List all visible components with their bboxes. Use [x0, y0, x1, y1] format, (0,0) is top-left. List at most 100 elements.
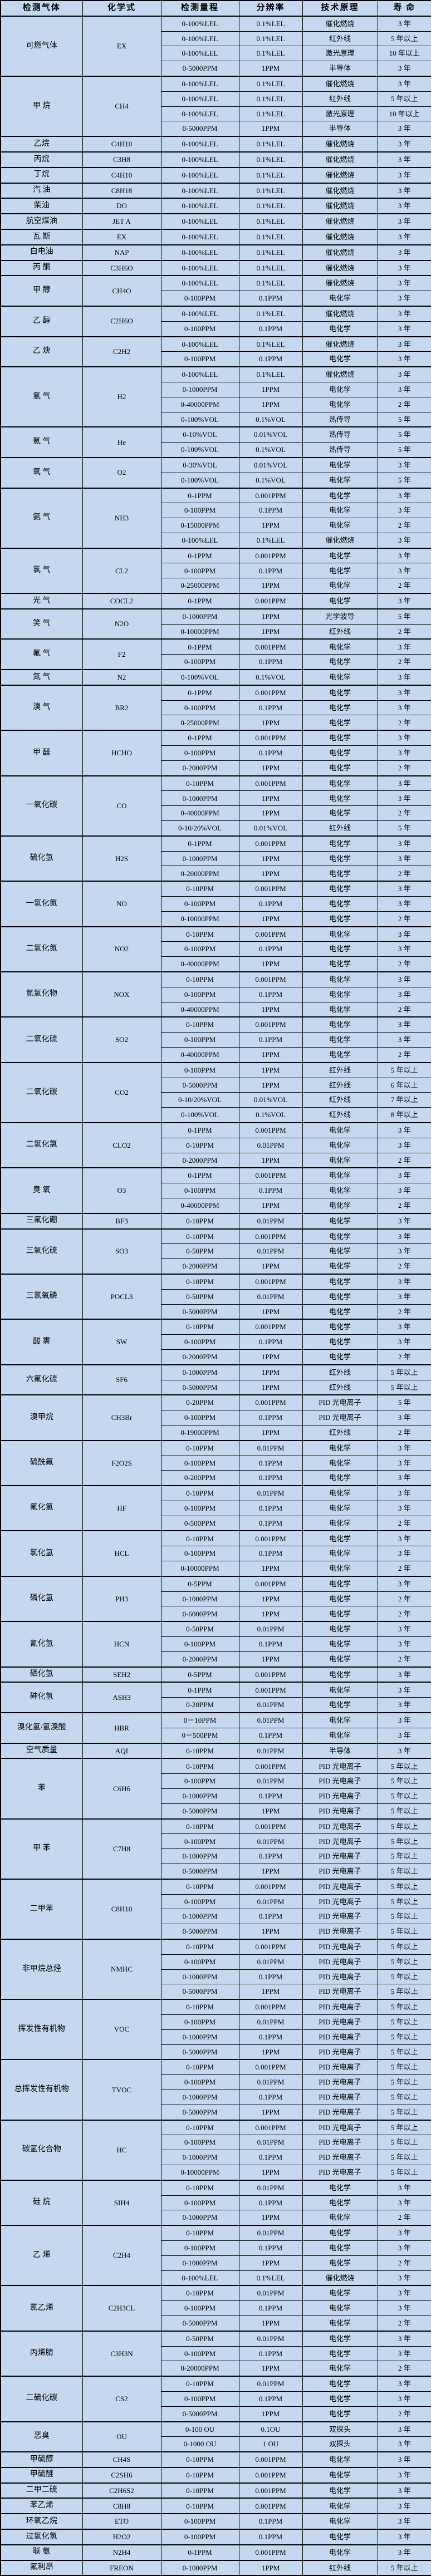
resolution-cell: 0.1PPM: [238, 1515, 303, 1531]
formula-cell: C2H6S2: [82, 2482, 161, 2499]
range-cell: 0-1PPM: [160, 547, 239, 564]
table-row: 0-100%LEL 0.1%LEL 催化燃烧 3 年: [1, 2270, 431, 2286]
principle-cell: 电化学: [302, 2210, 378, 2226]
range-cell: 0-100%VOL: [160, 1107, 239, 1123]
resolution-cell: 1PPM: [238, 1061, 303, 1078]
principle-cell: 电化学: [302, 2376, 378, 2392]
table-row: 三氯氧磷 POCL3 0-10PPM 0.001PPM 电化学 3 年: [0, 1273, 431, 1320]
lifespan-cell: 2 年: [377, 1561, 431, 1577]
principle-cell: 电化学: [302, 2544, 378, 2561]
principle-cell: 双探头: [302, 2421, 378, 2437]
principle-cell: 红外线: [302, 1077, 378, 1093]
table-row: 0-100PPM 0.1PPM 电化学 3 年: [1, 351, 431, 367]
formula-cell: TVOC: [82, 2059, 161, 2121]
range-cell: 0-10PPM: [160, 1485, 239, 1501]
principle-cell: PID 光电离子: [302, 1394, 378, 1411]
formula-cell: CH4S: [82, 2451, 161, 2468]
principle-cell: 电化学: [302, 1046, 378, 1063]
lifespan-cell: 5 年以上: [377, 2164, 431, 2181]
table-row: 0-100PPM 0.1PPM 电化学 3 年: [1, 700, 431, 716]
table-row: 酸 雾 SW 0-10PPM 0.001PPM 电化学 3 年: [0, 1319, 431, 1365]
formula-cell: CH3Br: [82, 1394, 161, 1441]
lifespan-cell: 3 年: [377, 1183, 431, 1198]
table-row: 0-5000PPM 1PPM 半导体 3 年: [1, 61, 431, 77]
resolution-cell: 1PPM: [238, 760, 303, 776]
range-cell: 0-10PPM: [160, 1228, 239, 1245]
lifespan-cell: 3 年: [377, 1530, 431, 1547]
resolution-cell: 1PPM: [238, 851, 303, 867]
resolution-cell: 0.001PPM: [238, 835, 303, 852]
range-cell: 0-1PPM: [160, 835, 239, 852]
range-cell: 0-100%LEL: [160, 182, 239, 199]
lifespan-cell: 3 年: [377, 1470, 431, 1486]
lifespan-cell: 5 年以上: [377, 91, 431, 107]
lifespan-cell: 5 年以上: [377, 1938, 431, 1955]
principle-cell: 电化学: [302, 1575, 378, 1592]
range-cell: 0-1000PPM: [160, 1969, 239, 1985]
range-cell: 0-1000PPM: [160, 790, 239, 807]
resolution-cell: 1PPM: [238, 1304, 303, 1320]
table-row: 0-100PPM 0.01PPM PID 光电离子 5 年以上: [1, 1954, 431, 1970]
formula-cell: C2SH6: [82, 2466, 161, 2484]
formula-cell: C8H18: [82, 182, 161, 199]
principle-cell: PID 光电离子: [302, 2135, 378, 2151]
lifespan-cell: 2 年: [377, 578, 431, 594]
table-row: 0-1000PPM 0.1PPM PID 光电离子 5 年以上: [1, 1969, 431, 1985]
principle-cell: 红外线: [302, 623, 378, 640]
lifespan-cell: 3 年: [377, 2421, 431, 2437]
lifespan-cell: 3 年: [377, 1742, 431, 1759]
table-row: 过氧化氢 H2O2 0-100PPM 0.1PPM 电化学 3 年: [0, 2529, 431, 2545]
lifespan-cell: 3 年: [377, 182, 431, 199]
resolution-cell: 0.001PPM: [238, 593, 303, 609]
lifespan-cell: 3 年: [377, 487, 431, 504]
formula-cell: HBR: [82, 1712, 161, 1744]
formula-cell: H2S: [82, 835, 161, 882]
range-cell: 0-10PPM: [160, 1212, 239, 1230]
table-row: 0-100%LEL 0.1%LEL 激光原理 10 年以上: [1, 106, 431, 122]
principle-cell: 电化学: [302, 1712, 378, 1728]
resolution-cell: 0.01PPM: [238, 1212, 303, 1230]
principle-cell: 电化学: [302, 1500, 378, 1516]
formula-cell: O3: [82, 1167, 161, 1214]
range-cell: 0-5000PPM: [160, 1984, 239, 2000]
principle-cell: PID 光电离子: [302, 2089, 378, 2105]
range-cell: 0-1PPM: [160, 593, 239, 609]
resolution-cell: 0.01PPM: [238, 1742, 303, 1759]
principle-cell: PID 光电离子: [302, 2029, 378, 2045]
gas-name-cell: 氰化氢: [0, 1621, 83, 1668]
formula-cell: N2H4: [82, 2544, 161, 2561]
resolution-cell: 0.001PPM: [238, 487, 303, 504]
range-cell: 0-100%LEL: [160, 2270, 239, 2286]
gas-name-cell: 甲硫醚: [0, 2466, 83, 2484]
range-cell: 0-100PPM: [160, 700, 239, 716]
lifespan-cell: 3 年: [377, 775, 431, 792]
principle-cell: 电化学: [302, 911, 378, 927]
resolution-cell: 0.01%VOL: [238, 426, 303, 443]
gas-name-cell: 丁烷: [0, 166, 83, 184]
lifespan-cell: 3 年: [377, 2498, 431, 2514]
resolution-cell: 0.001PPM: [238, 1575, 303, 1592]
range-cell: 0-100%LEL: [160, 244, 239, 261]
principle-cell: 电化学: [302, 593, 378, 609]
lifespan-cell: 2 年: [377, 654, 431, 670]
resolution-cell: 0.01PPM: [238, 1712, 303, 1728]
resolution-cell: 0.01PPM: [238, 2225, 303, 2241]
formula-cell: ASH3: [82, 1682, 161, 1713]
lifespan-cell: 3 年: [377, 1410, 431, 1425]
resolution-cell: 1PPM: [238, 790, 303, 807]
table-row: 氯化氢 HCL 0-10PPM 0.001PPM 电化学 3 年: [0, 1530, 431, 1577]
resolution-cell: 0.001PPM: [238, 926, 303, 942]
resolution-cell: 0.001PPM: [238, 2059, 303, 2076]
formula-cell: NH3: [82, 487, 161, 549]
formula-cell: H2O2: [82, 2529, 161, 2545]
formula-cell: EX: [82, 15, 161, 77]
gas-name-cell: 三氟化硼: [0, 1212, 83, 1230]
principle-cell: 电化学: [302, 1032, 378, 1048]
formula-cell: COCL2: [82, 593, 161, 609]
formula-cell: HF: [82, 1485, 161, 1531]
table-row: 0-15000PPM 1PPM 电化学 2 年: [1, 518, 431, 533]
table-row: 0-100PPM 0.1PPM 电化学 3 年: [1, 896, 431, 912]
formula-cell: CH4O: [82, 275, 161, 307]
range-cell: 0-100PPM: [160, 1546, 239, 1562]
principle-cell: PID 光电离子: [302, 2059, 378, 2076]
